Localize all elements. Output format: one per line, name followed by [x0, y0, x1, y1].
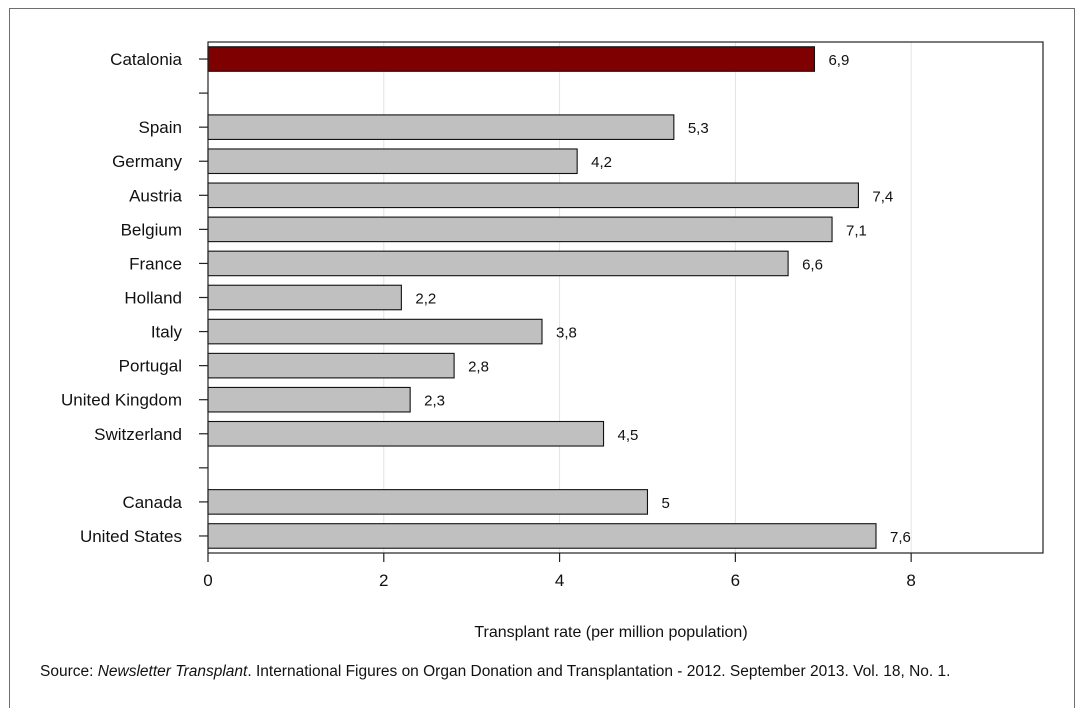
- y-tick-label: Catalonia: [110, 50, 182, 69]
- x-tick-label: 2: [379, 571, 388, 590]
- data-label: 5: [661, 495, 669, 512]
- bar: [207, 216, 833, 243]
- data-label: 7,1: [846, 222, 867, 239]
- y-tick-label: Spain: [139, 118, 182, 137]
- x-tick-label: 8: [906, 571, 915, 590]
- source-title: Newsletter Transplant: [97, 663, 248, 680]
- x-axis-label: Transplant rate (per million population): [474, 624, 747, 641]
- y-tick-label: Holland: [124, 289, 182, 308]
- bars: 6,9 5,3 4,2 7,4 7,1 6,6 2,2 3,8 2,8 2,3 4,5 5 7,6: [207, 46, 911, 549]
- y-tick-label: France: [129, 254, 182, 273]
- y-tick-label: Austria: [129, 186, 182, 205]
- y-tick-label: Germany: [112, 152, 182, 171]
- bar: [207, 114, 675, 140]
- bar: [207, 386, 411, 413]
- data-label: 6,9: [828, 52, 849, 69]
- bar-chart: 6,9 5,3 4,2 7,4 7,1 6,6 2,2 3,8 2,8 2,3 4,5 5 7,6 Ca…: [61, 41, 1044, 641]
- bar: [207, 182, 859, 209]
- data-label: 3,8: [556, 325, 577, 342]
- y-tick-label: Canada: [122, 493, 182, 512]
- bar: [207, 46, 816, 72]
- data-label: 2,8: [468, 359, 489, 376]
- bar: [207, 352, 455, 379]
- data-label: 2,2: [415, 291, 436, 308]
- x-tick-label: 4: [555, 571, 564, 590]
- y-tick-label: Portugal: [119, 357, 182, 376]
- y-tick-label: United States: [80, 527, 182, 546]
- bar: [207, 420, 605, 447]
- bar: [207, 318, 543, 345]
- bar: [207, 489, 649, 515]
- source-details: . International Figures on Organ Donatio…: [247, 663, 951, 680]
- x-axis-ticks: 0 2 4 6 8: [203, 553, 916, 590]
- data-label: 4,5: [618, 427, 639, 444]
- y-tick-label: Belgium: [121, 220, 182, 239]
- y-tick-label: Switzerland: [94, 425, 182, 444]
- data-label: 2,3: [424, 393, 445, 410]
- x-tick-label: 6: [731, 571, 740, 590]
- chart-frame: [9, 8, 1075, 708]
- bar: [207, 148, 578, 175]
- source-prefix: Source:: [40, 663, 98, 680]
- data-label: 5,3: [688, 120, 709, 137]
- bar: [207, 523, 877, 549]
- data-label: 6,6: [802, 256, 823, 273]
- y-tick-label: United Kingdom: [61, 391, 182, 410]
- y-axis-ticks: Catalonia Spain Germany Austria Belgium Franc…: [61, 50, 208, 546]
- bar: [207, 284, 402, 311]
- bar: [207, 250, 789, 277]
- data-label: 7,4: [872, 188, 893, 205]
- source-note: Source: Newsletter Transplant. Internati…: [40, 661, 1040, 682]
- y-tick-label: Italy: [151, 323, 183, 342]
- data-label: 7,6: [890, 529, 911, 546]
- x-tick-label: 0: [203, 571, 212, 590]
- data-label: 4,2: [591, 154, 612, 171]
